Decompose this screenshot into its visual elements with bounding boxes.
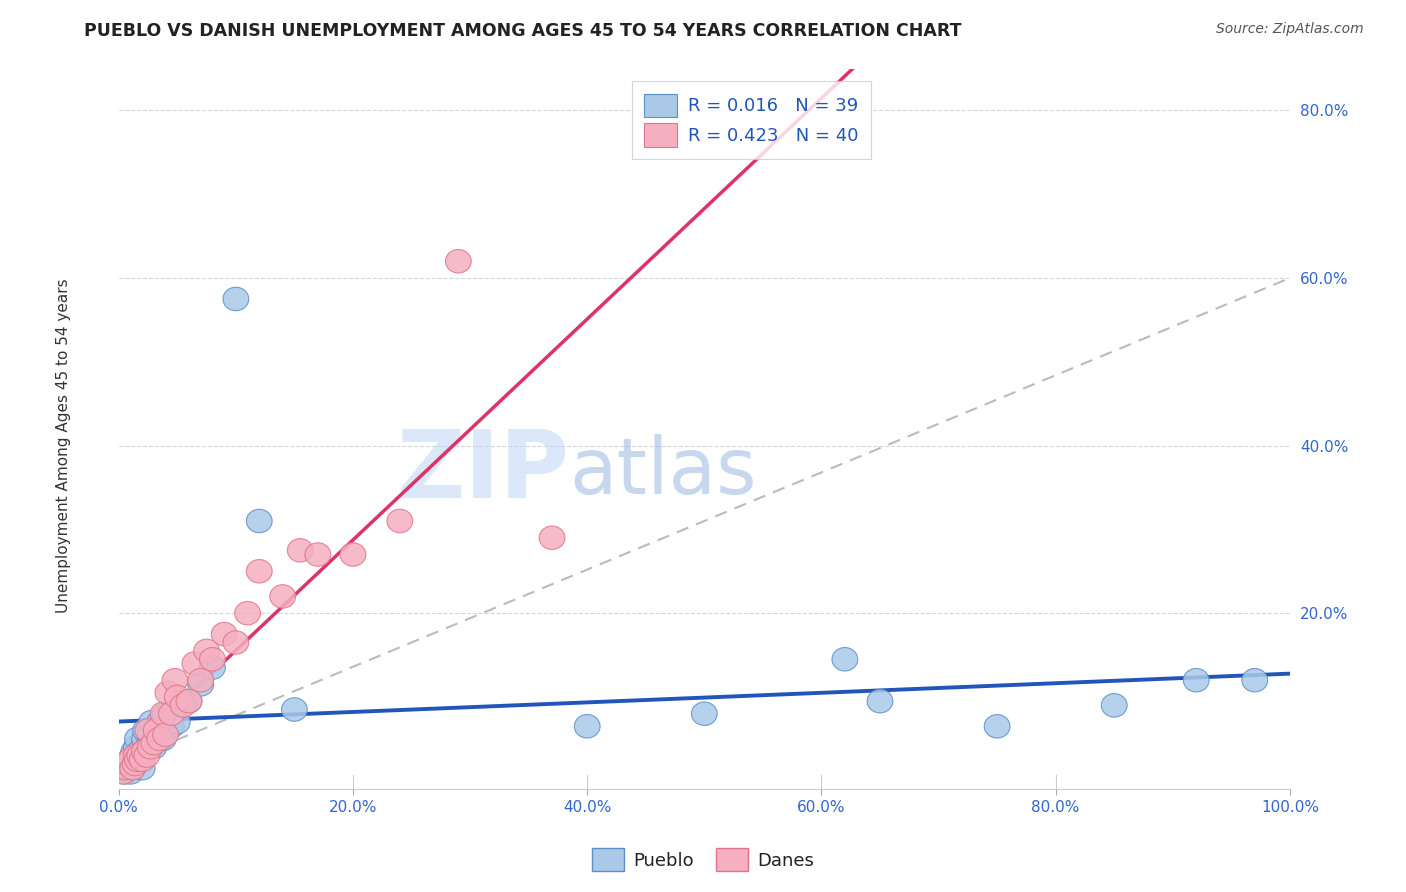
Ellipse shape bbox=[832, 648, 858, 671]
Ellipse shape bbox=[125, 748, 150, 772]
Ellipse shape bbox=[114, 756, 139, 780]
Text: ZIP: ZIP bbox=[396, 426, 569, 518]
Ellipse shape bbox=[538, 526, 565, 549]
Ellipse shape bbox=[111, 761, 138, 784]
Ellipse shape bbox=[112, 756, 139, 780]
Ellipse shape bbox=[159, 702, 184, 725]
Ellipse shape bbox=[122, 748, 148, 772]
Ellipse shape bbox=[159, 714, 184, 738]
Ellipse shape bbox=[141, 731, 167, 755]
Ellipse shape bbox=[270, 584, 295, 608]
Ellipse shape bbox=[305, 543, 330, 566]
Ellipse shape bbox=[111, 761, 136, 784]
Ellipse shape bbox=[176, 690, 202, 713]
Ellipse shape bbox=[155, 681, 181, 705]
Ellipse shape bbox=[129, 756, 155, 780]
Ellipse shape bbox=[135, 719, 160, 742]
Text: Unemployment Among Ages 45 to 54 years: Unemployment Among Ages 45 to 54 years bbox=[56, 278, 70, 614]
Text: Source: ZipAtlas.com: Source: ZipAtlas.com bbox=[1216, 22, 1364, 37]
Ellipse shape bbox=[200, 656, 225, 680]
Ellipse shape bbox=[146, 710, 173, 734]
Legend: Pueblo, Danes: Pueblo, Danes bbox=[585, 841, 821, 879]
Ellipse shape bbox=[984, 714, 1010, 738]
Ellipse shape bbox=[153, 723, 179, 747]
Ellipse shape bbox=[165, 685, 190, 709]
Text: atlas: atlas bbox=[569, 434, 758, 510]
Ellipse shape bbox=[1241, 668, 1268, 692]
Ellipse shape bbox=[211, 623, 238, 646]
Ellipse shape bbox=[224, 631, 249, 654]
Ellipse shape bbox=[132, 739, 157, 764]
Ellipse shape bbox=[120, 756, 146, 780]
Ellipse shape bbox=[122, 752, 148, 776]
Ellipse shape bbox=[162, 668, 188, 692]
Ellipse shape bbox=[115, 752, 141, 776]
Ellipse shape bbox=[139, 710, 165, 734]
Ellipse shape bbox=[115, 752, 141, 776]
Ellipse shape bbox=[129, 748, 155, 772]
Ellipse shape bbox=[143, 719, 169, 742]
Ellipse shape bbox=[246, 559, 273, 583]
Ellipse shape bbox=[170, 694, 195, 717]
Ellipse shape bbox=[150, 727, 176, 750]
Ellipse shape bbox=[124, 744, 149, 767]
Ellipse shape bbox=[200, 648, 225, 671]
Ellipse shape bbox=[127, 744, 153, 767]
Ellipse shape bbox=[125, 727, 150, 750]
Ellipse shape bbox=[868, 690, 893, 713]
Ellipse shape bbox=[118, 748, 143, 772]
Ellipse shape bbox=[134, 744, 160, 767]
Ellipse shape bbox=[165, 710, 190, 734]
Ellipse shape bbox=[138, 723, 163, 747]
Ellipse shape bbox=[127, 739, 153, 764]
Ellipse shape bbox=[1184, 668, 1209, 692]
Ellipse shape bbox=[118, 761, 143, 784]
Ellipse shape bbox=[188, 673, 214, 696]
Ellipse shape bbox=[181, 652, 208, 675]
Ellipse shape bbox=[143, 719, 169, 742]
Ellipse shape bbox=[235, 601, 260, 625]
Ellipse shape bbox=[387, 509, 413, 533]
Ellipse shape bbox=[124, 736, 149, 759]
Ellipse shape bbox=[574, 714, 600, 738]
Ellipse shape bbox=[138, 736, 163, 759]
Ellipse shape bbox=[141, 736, 167, 759]
Ellipse shape bbox=[281, 698, 308, 722]
Ellipse shape bbox=[150, 702, 176, 725]
Ellipse shape bbox=[132, 719, 159, 742]
Ellipse shape bbox=[246, 509, 273, 533]
Ellipse shape bbox=[1101, 694, 1128, 717]
Ellipse shape bbox=[224, 287, 249, 310]
Ellipse shape bbox=[446, 250, 471, 273]
Ellipse shape bbox=[135, 736, 160, 759]
Legend: R = 0.016   N = 39, R = 0.423   N = 40: R = 0.016 N = 39, R = 0.423 N = 40 bbox=[631, 81, 870, 159]
Ellipse shape bbox=[692, 702, 717, 725]
Ellipse shape bbox=[340, 543, 366, 566]
Ellipse shape bbox=[188, 668, 214, 692]
Ellipse shape bbox=[153, 702, 179, 725]
Ellipse shape bbox=[146, 727, 173, 750]
Ellipse shape bbox=[120, 744, 146, 767]
Ellipse shape bbox=[176, 690, 202, 713]
Ellipse shape bbox=[287, 539, 314, 562]
Ellipse shape bbox=[129, 744, 155, 767]
Ellipse shape bbox=[194, 640, 219, 663]
Ellipse shape bbox=[118, 748, 143, 772]
Ellipse shape bbox=[132, 727, 157, 750]
Text: PUEBLO VS DANISH UNEMPLOYMENT AMONG AGES 45 TO 54 YEARS CORRELATION CHART: PUEBLO VS DANISH UNEMPLOYMENT AMONG AGES… bbox=[84, 22, 962, 40]
Ellipse shape bbox=[121, 739, 146, 764]
